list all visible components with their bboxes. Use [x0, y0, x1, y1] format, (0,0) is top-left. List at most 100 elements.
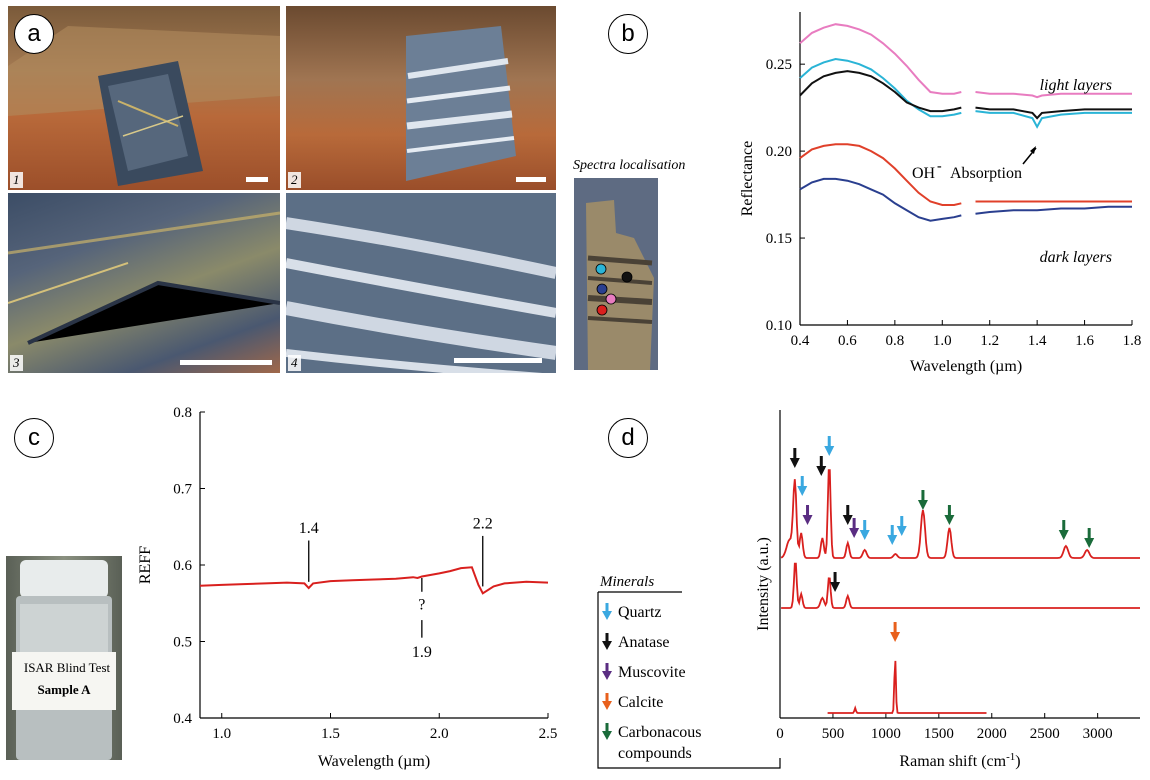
x-tick-label: 1.4	[1028, 333, 1047, 349]
x-tick-label: 1500	[924, 726, 954, 742]
x-tick-label: 1.5	[321, 726, 340, 742]
y-tick-label: 0.20	[766, 144, 792, 160]
y-tick-label: 0.6	[173, 558, 192, 574]
series-line-cyan	[799, 57, 962, 118]
arrow-carbon-head	[944, 515, 955, 525]
legend-label-carbon-2: compounds	[618, 745, 692, 762]
series-line-navy	[799, 177, 962, 222]
x-axis-label: Wavelength (µm)	[910, 358, 1022, 375]
x-tick-label: 1.2	[980, 333, 999, 349]
annotation-oh-charge: -	[937, 159, 942, 174]
x-tick-label: 2.0	[430, 726, 449, 742]
arrow-carbon-head	[1084, 538, 1095, 548]
annotation-question: ?	[418, 596, 425, 613]
panel-label-a: a	[14, 14, 54, 54]
annotation-1-9: 1.9	[412, 644, 432, 661]
x-tick-label: 500	[822, 726, 845, 742]
arrow-calcite-head	[890, 632, 901, 642]
scale-bar	[246, 177, 268, 182]
series-line-pink	[975, 91, 1132, 99]
annotation-2-2: 2.2	[473, 515, 493, 532]
sample-vial-photo: ISAR Blind Test Sample A	[6, 556, 122, 760]
vial-label-line1: ISAR Blind Test	[23, 660, 111, 675]
arrow-anatase-head	[789, 458, 800, 468]
legend-label-quartz: Quartz	[618, 604, 662, 621]
x-tick-label: 2.5	[539, 726, 558, 742]
y-tick-label: 0.4	[173, 711, 192, 727]
arrow-muscovite-head	[802, 515, 813, 525]
arrow-quartz-head	[797, 486, 808, 496]
annotation-1-4: 1.4	[299, 520, 319, 537]
rock-photo-3-art	[8, 211, 280, 345]
scale-bar	[516, 177, 546, 182]
vial-label-line2: Sample A	[37, 682, 91, 697]
panel-label-b: b	[608, 14, 648, 54]
x-tick-label: 2500	[1030, 726, 1060, 742]
photo-number-3: 3	[10, 355, 23, 371]
y-tick-label: 0.25	[766, 57, 792, 73]
series-line-black	[799, 70, 962, 113]
x-tick-label: 0.4	[791, 333, 810, 349]
y-tick-label: 0.8	[173, 405, 192, 421]
panel-label-c: c	[14, 418, 54, 458]
legend-arrowhead-quartz	[602, 611, 612, 620]
legend-label-calcite: Calcite	[618, 694, 663, 711]
series-line-orange_red	[799, 143, 962, 206]
spectra-localisation-photo	[574, 178, 658, 370]
rock-photo-1: 1	[8, 6, 280, 190]
annotation-light-layers: light layers	[1040, 77, 1112, 94]
scale-bar	[454, 358, 542, 363]
legend-arrowhead-muscovite	[602, 671, 612, 680]
arrow-anatase-head	[830, 582, 841, 592]
series-line-navy	[975, 205, 1132, 215]
legend-label-carbon: Carbonacous	[618, 724, 702, 741]
spectra-localisation-label: Spectra localisation	[573, 158, 686, 173]
annotation-dark-layers: dark layers	[1040, 249, 1112, 266]
x-tick-label: 1000	[871, 726, 901, 742]
y-axis-label: REFF	[137, 546, 154, 584]
photo-number-2: 2	[288, 172, 301, 188]
x-tick-label: 0.6	[838, 333, 857, 349]
photo-number-1: 1	[10, 172, 23, 188]
x-tick-label: 2000	[977, 726, 1007, 742]
raman-spectrum-2	[781, 562, 1140, 609]
raman-chart: 0 500 1000 1500 2000 2500 3000 Raman shift (cm-…	[597, 410, 1140, 770]
rock-photo-4-art	[286, 217, 556, 373]
x-tick-label: 1.0	[933, 333, 952, 349]
scale-bar	[180, 360, 272, 365]
y-tick-label: 0.5	[173, 635, 192, 651]
panel-label-d: d	[608, 418, 648, 458]
arrow-muscovite-head	[849, 528, 860, 538]
rock-photo-2: 2	[286, 6, 556, 190]
raman-spectrum-3	[827, 660, 987, 714]
x-axis-label: Wavelength (µm)	[318, 753, 430, 770]
y-tick-label: 0.15	[766, 231, 792, 247]
annotation-absorption: Absorption	[950, 165, 1022, 182]
x-tick-label: 3000	[1083, 726, 1113, 742]
x-tick-label: 0.8	[885, 333, 904, 349]
series-line-pink	[799, 23, 962, 95]
legend-label-anatase: Anatase	[618, 634, 670, 651]
reflectance-chart: 0.4 0.6 0.8 1.0 1.2 1.4 1.6 1.8 0.10 0.15 0.20 0.25…	[739, 12, 1141, 375]
raman-spectrum-1	[780, 469, 1140, 559]
arrow-carbon-head	[1058, 530, 1069, 540]
legend-arrowhead-carbon	[602, 731, 612, 740]
sample-slab	[586, 200, 654, 370]
rock-photo-1-art	[8, 26, 280, 186]
vial-art	[12, 560, 116, 760]
y-tick-label: 0.7	[173, 482, 192, 498]
annotation-oh: OH	[912, 165, 936, 182]
arrow-anatase-head	[842, 515, 853, 525]
x-axis-label: Raman shift (cm-1)	[899, 751, 1020, 770]
legend-arrowhead-calcite	[602, 701, 612, 710]
y-axis-label: Reflectance	[739, 141, 756, 217]
arrow-anatase-head	[816, 466, 827, 476]
arrow-quartz-head	[896, 526, 907, 536]
legend-title: Minerals	[599, 574, 654, 590]
legend-arrowhead-anatase	[602, 641, 612, 650]
arrow-carbon-head	[917, 500, 928, 510]
rock-photo-2-art	[406, 26, 516, 181]
series-line-black	[975, 106, 1132, 120]
series-line-cyan	[975, 110, 1132, 129]
annotation-arrowhead	[1030, 146, 1036, 154]
